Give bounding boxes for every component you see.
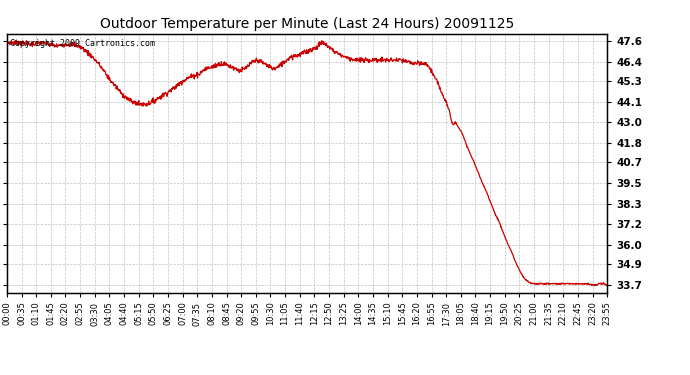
Title: Outdoor Temperature per Minute (Last 24 Hours) 20091125: Outdoor Temperature per Minute (Last 24 … bbox=[100, 17, 514, 31]
Text: Copyright 2009 Cartronics.com: Copyright 2009 Cartronics.com bbox=[10, 39, 155, 48]
